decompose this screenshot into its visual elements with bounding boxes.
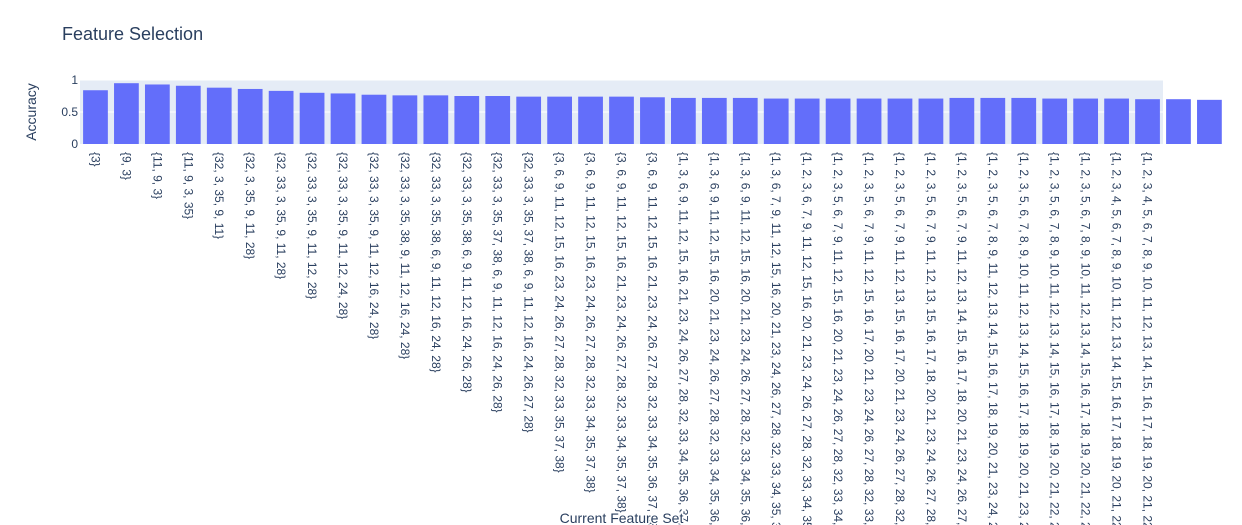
bar	[392, 95, 418, 144]
x-axis-ticks: {3} {9, 3} {11, 9, 3} {11, 9, 3, 35} {32, 3,…	[88, 152, 1154, 525]
bar	[114, 83, 139, 144]
bar	[485, 96, 511, 144]
x-tick-label: {1, 3, 6, 9, 11, 12, 15, 16, 20, 21, 23,…	[738, 152, 752, 525]
x-tick-label: {1, 2, 3, 5, 6, 7, 8, 9, 11, 12, 13, 14,…	[986, 152, 1000, 525]
x-tick-label: {11, 9, 3}	[150, 152, 164, 199]
x-axis-title: Current Feature Set	[560, 510, 684, 525]
x-tick-label: {32, 33, 3, 35, 37, 38, 6, 9, 11, 12, 16…	[522, 152, 536, 433]
x-tick-label: {1, 2, 3, 5, 6, 7, 8, 9, 10, 11, 12, 13,…	[1079, 152, 1093, 525]
bar	[578, 96, 603, 144]
bar	[547, 96, 572, 144]
x-tick-label: {1, 2, 3, 5, 6, 7, 9, 11, 12, 13, 15, 16…	[924, 152, 938, 525]
x-tick-label: {3}	[88, 152, 102, 167]
bar	[175, 85, 201, 144]
bar	[330, 93, 356, 144]
x-tick-label: {1, 2, 3, 5, 6, 7, 9, 11, 12, 13, 15, 16…	[893, 152, 907, 525]
bar	[1135, 99, 1160, 144]
x-tick-label: {1, 2, 3, 6, 7, 9, 11, 12, 15, 16, 20, 2…	[800, 152, 814, 525]
bar	[1197, 99, 1222, 144]
bar	[1042, 98, 1068, 144]
bar	[980, 97, 1006, 144]
x-tick-label: {9, 3}	[119, 152, 133, 180]
x-tick-label: {1, 2, 3, 5, 6, 7, 9, 11, 12, 15, 16, 17…	[862, 152, 876, 525]
bar	[361, 94, 387, 144]
bar	[640, 97, 665, 144]
y-tick-label: 0	[71, 137, 78, 151]
x-tick-label: {1, 3, 6, 9, 11, 12, 15, 16, 20, 21, 23,…	[707, 152, 721, 525]
bar	[454, 96, 480, 144]
x-tick-label: {32, 33, 3, 35, 9, 11, 28}	[274, 152, 288, 279]
bar	[918, 98, 944, 144]
x-tick-label: {32, 33, 3, 35, 38, 6, 9, 11, 12, 16, 24…	[429, 152, 443, 373]
x-tick-label: {32, 3, 35, 9, 11}	[212, 152, 226, 239]
x-tick-label: {32, 3, 35, 9, 11, 28}	[243, 152, 257, 259]
bar	[825, 98, 851, 144]
x-tick-label: {3, 6, 9, 11, 12, 15, 16, 21, 23, 24, 26…	[615, 152, 629, 513]
bar	[1073, 98, 1099, 144]
bar	[887, 98, 913, 144]
x-tick-label: {1, 2, 3, 4, 5, 6, 7, 8, 9, 10, 11, 12, …	[1110, 152, 1124, 525]
bar	[1011, 97, 1037, 144]
x-tick-label: {1, 2, 3, 5, 6, 7, 8, 9, 10, 11, 12, 13,…	[1017, 152, 1031, 525]
bar	[609, 96, 634, 144]
bar	[206, 87, 232, 144]
y-axis-title: Accuracy	[23, 83, 39, 141]
bar	[144, 84, 170, 144]
bar	[299, 92, 325, 144]
x-tick-label: {3, 6, 9, 11, 12, 15, 16, 21, 23, 24, 26…	[645, 152, 659, 525]
bar	[949, 97, 975, 144]
x-tick-label: {1, 2, 3, 5, 6, 7, 9, 11, 12, 15, 16, 20…	[831, 152, 845, 525]
x-tick-label: {32, 33, 3, 35, 38, 9, 11, 12, 16, 24, 2…	[398, 152, 412, 359]
bar	[701, 97, 727, 144]
x-tick-label: {32, 33, 3, 35, 9, 11, 12, 16, 24, 28}	[367, 152, 381, 339]
x-tick-label: {1, 2, 3, 4, 5, 6, 7, 8, 9, 10, 11, 12, …	[1141, 152, 1155, 525]
bar	[1166, 99, 1191, 144]
x-tick-label: {1, 2, 3, 5, 6, 7, 8, 9, 10, 11, 12, 13,…	[1048, 152, 1062, 525]
y-tick-label: 1	[71, 73, 78, 87]
bar	[671, 97, 696, 144]
bar	[268, 90, 294, 144]
bar	[516, 96, 542, 144]
x-tick-label: {3, 6, 9, 11, 12, 15, 16, 23, 24, 26, 27…	[553, 152, 567, 473]
bar	[1104, 98, 1129, 144]
x-tick-label: {1, 3, 6, 7, 9, 11, 12, 15, 16, 20, 21, …	[769, 152, 783, 525]
x-tick-label: {32, 33, 3, 35, 9, 11, 12, 28}	[305, 152, 319, 299]
chart-title: Feature Selection	[62, 24, 203, 44]
x-tick-label: {11, 9, 3, 35}	[181, 152, 195, 219]
y-axis-ticks: 00.51	[61, 73, 78, 151]
x-tick-label: {1, 2, 3, 5, 6, 7, 9, 11, 12, 13, 14, 15…	[955, 152, 969, 525]
x-tick-label: {3, 6, 9, 11, 12, 15, 16, 23, 24, 26, 27…	[584, 152, 598, 493]
bar	[763, 98, 789, 144]
bar	[856, 98, 882, 144]
bar	[83, 90, 108, 144]
bar	[732, 97, 758, 144]
bar	[794, 98, 820, 144]
bar	[237, 88, 263, 144]
y-tick-label: 0.5	[61, 105, 78, 119]
bar	[423, 95, 449, 144]
bars	[83, 83, 1222, 144]
x-tick-label: {1, 3, 6, 9, 11, 12, 15, 16, 21, 23, 24,…	[676, 152, 690, 525]
x-tick-label: {32, 33, 3, 35, 38, 6, 9, 11, 12, 16, 24…	[460, 152, 474, 393]
x-tick-label: {32, 33, 3, 35, 37, 38, 6, 9, 11, 12, 16…	[491, 152, 505, 413]
x-tick-label: {32, 33, 3, 35, 9, 11, 12, 24, 28}	[336, 152, 350, 319]
